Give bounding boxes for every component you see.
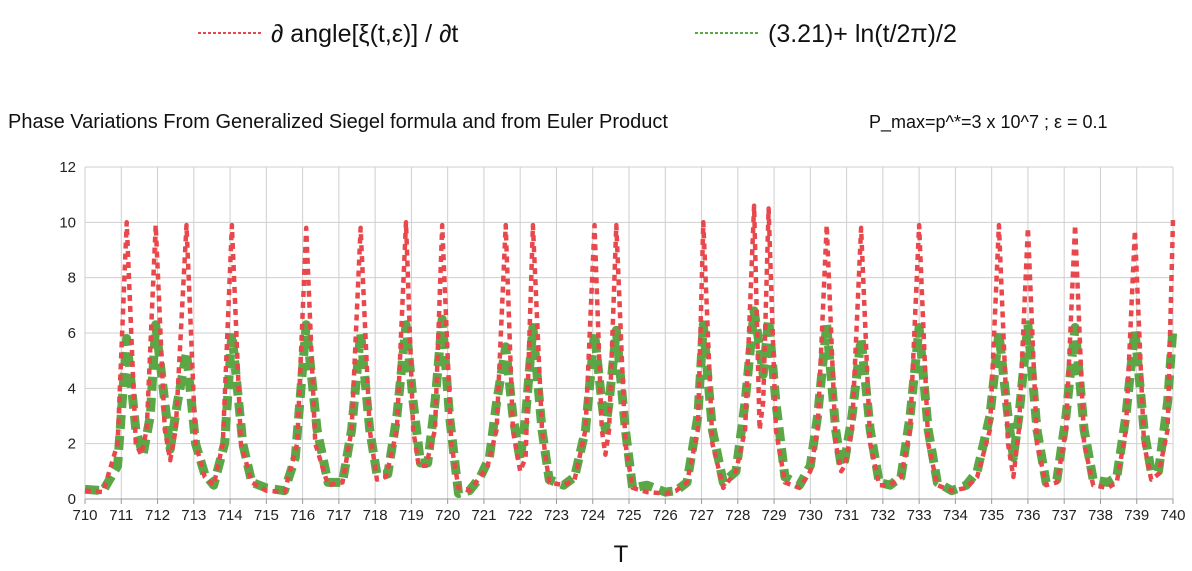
y-tick-label: 2	[68, 436, 76, 453]
chart-subtitle: P_max=p^*=3 x 10^7 ; ε = 0.1	[869, 112, 1108, 133]
x-tick-label: 733	[907, 507, 932, 524]
x-tick-label: 726	[653, 507, 678, 524]
x-tick-label: 725	[616, 507, 641, 524]
x-tick-label: 735	[979, 507, 1004, 524]
legend-label-series-1: ∂ angle[ξ(t,ε)] / ∂t	[271, 20, 458, 48]
x-tick-label: 713	[181, 507, 206, 524]
y-tick-labels: 0 2 4 6 8 10 12	[59, 159, 76, 508]
x-tick-labels: 710 711 712 713 714 715 716 717 718 719 720 721 722 7…	[72, 507, 1185, 524]
x-tick-label: 732	[870, 507, 895, 524]
x-tick-label: 717	[326, 507, 351, 524]
axes	[84, 167, 1174, 504]
y-tick-label: 12	[59, 159, 76, 176]
x-tick-label: 731	[834, 507, 859, 524]
series-layer	[84, 203, 1178, 498]
x-tick-label: 719	[399, 507, 424, 524]
x-tick-label: 738	[1088, 507, 1113, 524]
x-tick-label: 723	[544, 507, 569, 524]
x-tick-label: 740	[1160, 507, 1185, 524]
x-tick-label: 720	[435, 507, 460, 524]
x-tick-label: 715	[254, 507, 279, 524]
x-tick-label: 721	[471, 507, 496, 524]
x-tick-label: 734	[943, 507, 968, 524]
x-tick-label: 718	[363, 507, 388, 524]
y-tick-label: 0	[68, 491, 76, 508]
x-tick-label: 714	[218, 507, 243, 524]
x-tick-label: 739	[1124, 507, 1149, 524]
legend-label-series-2: (3.21)+ ln(t/2π)/2	[768, 20, 957, 48]
x-tick-label: 710	[72, 507, 97, 524]
x-tick-label: 728	[725, 507, 750, 524]
series-line-1	[84, 203, 1176, 496]
x-tick-label: 736	[1015, 507, 1040, 524]
x-tick-label: 722	[508, 507, 533, 524]
y-tick-label: 10	[59, 214, 76, 231]
x-tick-label: 730	[798, 507, 823, 524]
x-axis-title: T	[614, 541, 629, 568]
x-tick-label: 712	[145, 507, 170, 524]
x-tick-label: 724	[580, 507, 605, 524]
x-tick-label: 727	[689, 507, 714, 524]
x-tick-label: 737	[1052, 507, 1077, 524]
y-tick-label: 6	[68, 325, 76, 342]
y-tick-label: 4	[68, 380, 76, 397]
y-tick-label: 8	[68, 270, 76, 287]
legend: ∂ angle[ξ(t,ε)] / ∂t (3.21)+ ln(t/2π)/2	[198, 20, 957, 48]
chart-title: Phase Variations From Generalized Siegel…	[8, 111, 668, 133]
x-tick-label: 729	[762, 507, 787, 524]
x-tick-label: 711	[109, 507, 133, 524]
x-tick-label: 716	[290, 507, 315, 524]
